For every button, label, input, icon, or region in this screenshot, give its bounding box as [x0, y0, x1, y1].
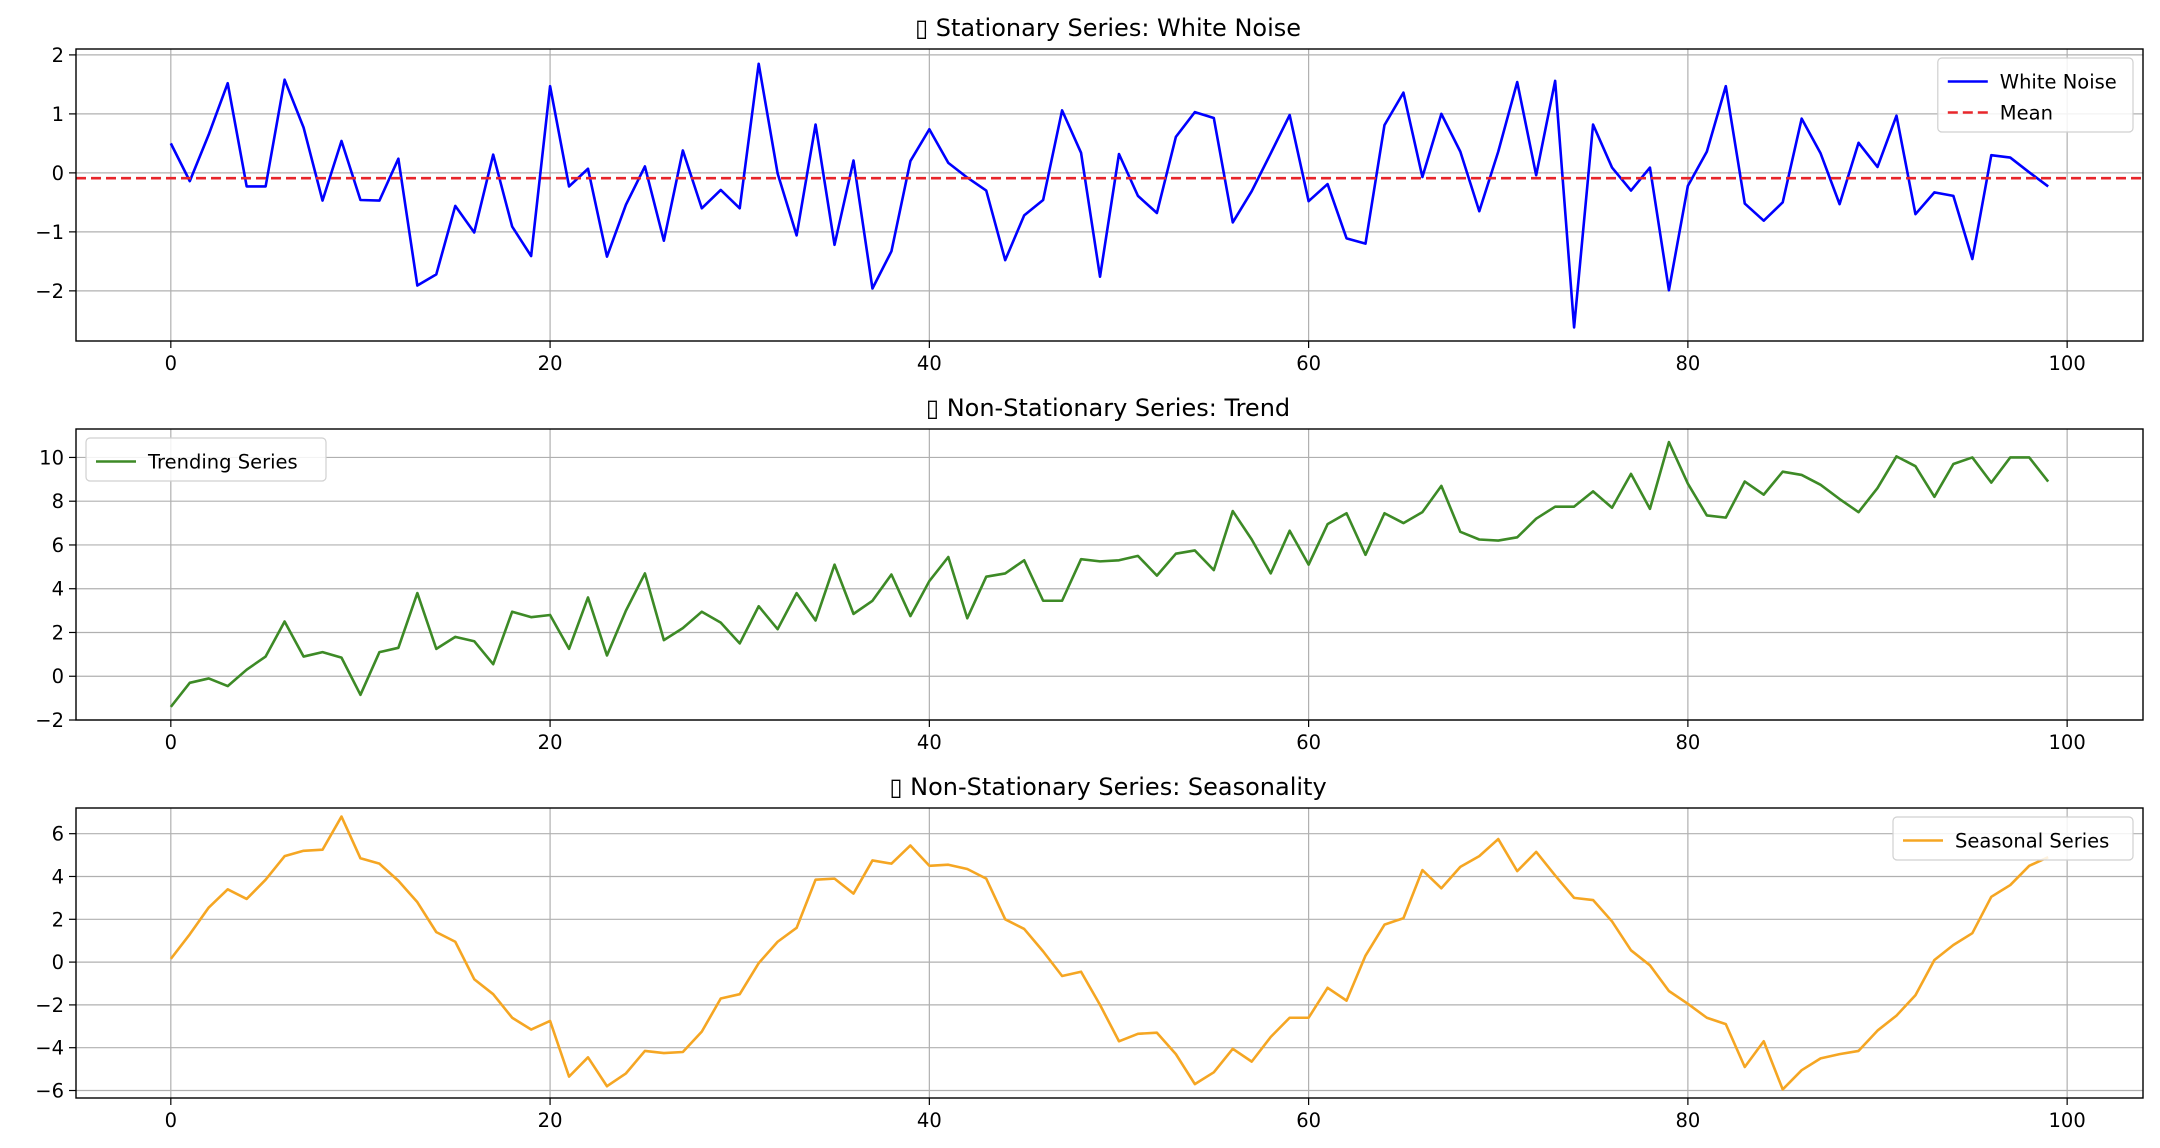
x-tick-label: 0: [165, 352, 177, 375]
x-tick-label: 60: [1296, 352, 1321, 375]
legend: White Noise Mean: [1937, 57, 2134, 133]
y-tick-label: −4: [35, 1037, 64, 1060]
x-tick-label: 40: [917, 731, 942, 754]
y-tick-label: −2: [35, 994, 64, 1017]
series-line-seasonal-series: [169, 815, 2049, 1091]
y-tick-label: −2: [35, 709, 64, 732]
y-tick-label: −2: [35, 280, 64, 303]
y-tick-label: −6: [35, 1080, 64, 1103]
x-tick-label: 100: [2049, 1109, 2086, 1132]
x-tick-label: 60: [1296, 731, 1321, 754]
y-tick-label: 2: [52, 908, 64, 931]
plot-frame: [75, 48, 2144, 342]
y-tick-label: 10: [39, 446, 64, 469]
series-line-trending-series: [169, 440, 2050, 708]
legend: Seasonal Series: [1892, 816, 2134, 861]
legend-label: White Noise: [2000, 71, 2117, 94]
series-line-white-noise: [169, 62, 2049, 329]
x-tick-label: 80: [1675, 731, 1700, 754]
x-tick-label: 80: [1675, 352, 1700, 375]
plot-frame: [75, 428, 2144, 721]
seasonality-panel: ▯ Non-Stationary Series: Seasonality 0 20…: [35, 773, 2144, 1132]
x-tick-label: 40: [917, 1109, 942, 1132]
grid: [76, 808, 2143, 1098]
y-tick-label: 0: [52, 162, 64, 185]
series-group: [76, 62, 2143, 329]
x-tick-label: 20: [538, 352, 563, 375]
y-tick-label: 4: [52, 865, 64, 888]
chart-title: ▯ Non-Stationary Series: Trend: [926, 394, 1290, 422]
x-tick-label: 60: [1296, 1109, 1321, 1132]
y-tick-label: 6: [52, 823, 64, 846]
y-tick-label: 4: [52, 578, 64, 601]
x-tick-label: 0: [165, 731, 177, 754]
y-tick-label: 8: [52, 490, 64, 513]
legend: Trending Series: [85, 437, 327, 482]
white-noise-panel: ▯ Stationary Series: White Noise 0 20 40 60…: [35, 14, 2144, 375]
x-tick-label: 100: [2049, 352, 2086, 375]
chart-title: ▯ Non-Stationary Series: Seasonality: [889, 773, 1326, 801]
y-tick-label: 2: [52, 621, 64, 644]
grid: [76, 49, 2143, 341]
y-tick-label: 2: [52, 44, 64, 67]
series-group: [169, 815, 2049, 1091]
chart-title: ▯ Stationary Series: White Noise: [915, 14, 1301, 42]
grid: [76, 429, 2143, 721]
x-tick-label: 100: [2049, 731, 2086, 754]
y-tick-label: 6: [52, 534, 64, 557]
legend-box: [1892, 816, 2134, 861]
plot-frame: [75, 807, 2144, 1099]
legend-label: Seasonal Series: [1955, 830, 2109, 853]
y-tick-label: 0: [52, 665, 64, 688]
y-tick-label: 0: [52, 951, 64, 974]
legend-label: Mean: [2000, 102, 2053, 125]
y-tick-label: 1: [52, 103, 64, 126]
legend-label: Trending Series: [147, 451, 298, 474]
x-tick-label: 0: [165, 1109, 177, 1132]
x-tick-label: 80: [1675, 1109, 1700, 1132]
x-tick-label: 20: [538, 1109, 563, 1132]
x-tick-label: 20: [538, 731, 563, 754]
legend-box: [85, 437, 327, 482]
y-tick-label: −1: [35, 221, 64, 244]
x-tick-label: 40: [917, 352, 942, 375]
series-group: [169, 440, 2050, 708]
trend-panel: ▯ Non-Stationary Series: Trend 0 20 40 60 80…: [35, 394, 2144, 754]
